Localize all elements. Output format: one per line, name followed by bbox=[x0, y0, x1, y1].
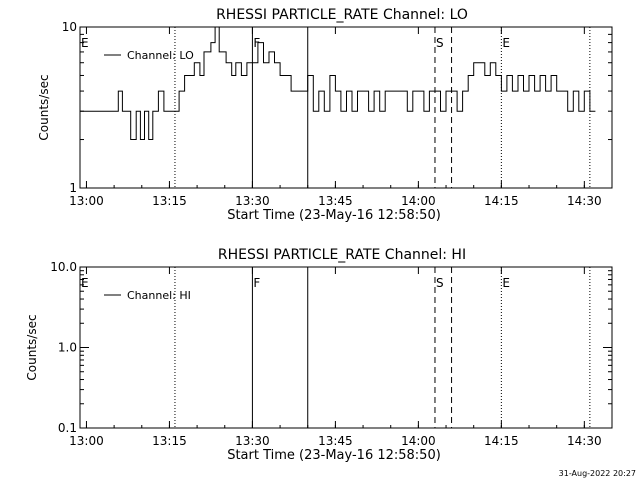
panel-1-marker-label-6: E bbox=[502, 276, 510, 290]
panel-0-marker-label-6: E bbox=[502, 36, 510, 50]
panel-0-x-tick-label-0: 13:00 bbox=[69, 194, 104, 208]
panel-1-y-tick-label-1: 1.0 bbox=[58, 341, 77, 355]
panel-0-marker-label-0: E bbox=[81, 36, 89, 50]
hi-channel-panel: RHESSI PARTICLE_RATE Channel: HI 13:00 13:… bbox=[25, 247, 613, 463]
panel-1-x-tick-label-1: 13:15 bbox=[152, 434, 187, 448]
panel-0-series-line-0 bbox=[80, 26, 596, 140]
panel-0-x-tick-label-5: 14:15 bbox=[484, 194, 519, 208]
panel-0-y-tick-label-0: 1 bbox=[69, 181, 77, 195]
panel-1-marker-label-2: F bbox=[253, 276, 260, 290]
panel-0-y-tick-label-1: 10 bbox=[62, 20, 77, 34]
panel-0-x-tick-label-1: 13:15 bbox=[152, 194, 187, 208]
panel-0-x-tick-label-3: 13:45 bbox=[318, 194, 353, 208]
panel-0-legend-label: Channel: LO bbox=[127, 49, 194, 62]
panel-0-x-tick-label-4: 14:00 bbox=[401, 194, 436, 208]
panel-0-y-axis-label: Counts/sec bbox=[37, 74, 51, 140]
lo-channel-panel: RHESSI PARTICLE_RATE Channel: LO 13:00 13:… bbox=[37, 7, 613, 223]
panel-0-marker-label-2: F bbox=[253, 36, 260, 50]
panel-1-marker-label-4: S bbox=[436, 276, 444, 290]
panel-1-y-tick-label-2: 10.0 bbox=[50, 260, 77, 274]
generation-timestamp: 31-Aug-2022 20:27 bbox=[559, 469, 636, 478]
panel-1-title: RHESSI PARTICLE_RATE Channel: HI bbox=[218, 247, 466, 263]
panel-1-x-tick-label-6: 14:30 bbox=[567, 434, 602, 448]
panel-1-x-axis-label: Start Time (23-May-16 12:58:50) bbox=[227, 448, 441, 463]
panel-0-x-axis-label: Start Time (23-May-16 12:58:50) bbox=[227, 208, 441, 223]
panel-1-x-tick-label-3: 13:45 bbox=[318, 434, 353, 448]
panel-0-x-tick-label-6: 14:30 bbox=[567, 194, 602, 208]
panel-0-marker-label-4: S bbox=[436, 36, 444, 50]
panel-1-y-axis-label: Counts/sec bbox=[25, 314, 39, 380]
panel-0-title: RHESSI PARTICLE_RATE Channel: LO bbox=[216, 7, 468, 23]
panel-1-legend-label: Channel: HI bbox=[127, 289, 191, 302]
panel-1-x-tick-label-0: 13:00 bbox=[69, 434, 104, 448]
panel-1-x-tick-label-5: 14:15 bbox=[484, 434, 519, 448]
panel-1-y-tick-label-0: 0.1 bbox=[58, 421, 77, 435]
panel-0-plot-frame bbox=[79, 26, 613, 189]
panel-1-marker-label-0: E bbox=[81, 276, 89, 290]
panel-0-x-tick-label-2: 13:30 bbox=[235, 194, 270, 208]
panel-1-x-tick-label-2: 13:30 bbox=[235, 434, 270, 448]
panel-1-x-tick-label-4: 14:00 bbox=[401, 434, 436, 448]
